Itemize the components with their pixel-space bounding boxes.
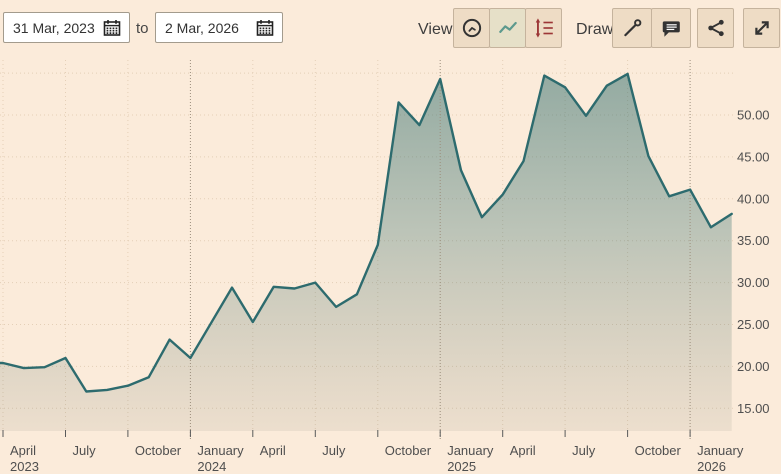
date-to-value: 2 Mar, 2026 — [165, 19, 239, 36]
y-axis-label: 20.00 — [737, 359, 770, 374]
x-axis-label: January — [447, 443, 494, 458]
y-axis-label: 50.00 — [737, 108, 770, 123]
y-axis-label: 15.00 — [737, 401, 770, 416]
x-axis-label: October — [635, 443, 682, 458]
share-button[interactable] — [697, 8, 734, 48]
y-axis-label: 45.00 — [737, 149, 770, 164]
x-axis-label: July — [322, 443, 346, 458]
date-from-input[interactable]: 31 Mar, 2023 — [3, 12, 130, 43]
x-axis-year-label: 2025 — [447, 459, 476, 474]
x-axis-label: April — [10, 443, 36, 458]
draw-annotation-button[interactable] — [651, 8, 691, 48]
x-axis-label: October — [385, 443, 432, 458]
x-axis-year-label: 2026 — [697, 459, 726, 474]
date-range-to-label: to — [136, 20, 149, 37]
y-axis-label: 30.00 — [737, 275, 770, 290]
draw-button-group — [612, 8, 691, 48]
date-to-input[interactable]: 2 Mar, 2026 — [155, 12, 283, 43]
y-axis-label: 25.00 — [737, 317, 770, 332]
annotation-icon — [662, 21, 680, 37]
x-axis-year-label: 2023 — [10, 459, 39, 474]
draw-label: Draw — [576, 21, 614, 38]
x-axis-label: April — [510, 443, 536, 458]
x-axis-label: July — [73, 443, 97, 458]
x-axis-year-label: 2024 — [197, 459, 226, 474]
fullscreen-expand-icon — [754, 21, 769, 35]
date-from-value: 31 Mar, 2023 — [13, 19, 95, 36]
x-axis-label: October — [135, 443, 182, 458]
area-fill — [0, 73, 732, 432]
fullscreen-button[interactable] — [743, 8, 780, 48]
view-button-group — [453, 8, 562, 48]
view-axis-scale-button[interactable] — [525, 8, 562, 48]
share-icon — [707, 19, 724, 37]
clock-icon — [462, 18, 481, 38]
price-line — [0, 72, 733, 393]
y-axis-scale-icon — [535, 18, 553, 38]
view-label: View — [418, 21, 453, 38]
calendar-icon[interactable] — [103, 19, 121, 37]
y-axis-label: 40.00 — [737, 191, 770, 206]
calendar-icon[interactable] — [256, 19, 274, 37]
y-axis-label: 35.00 — [737, 233, 770, 248]
x-axis-label: January — [697, 443, 744, 458]
draw-trendline-button[interactable] — [612, 8, 652, 48]
view-clock-button[interactable] — [453, 8, 490, 48]
line-chart-icon — [498, 21, 517, 33]
x-axis-label: January — [197, 443, 244, 458]
view-line-chart-button[interactable] — [489, 8, 526, 48]
x-axis-label: April — [260, 443, 286, 458]
trendline-tool-icon — [624, 19, 642, 37]
x-axis-label: July — [572, 443, 596, 458]
